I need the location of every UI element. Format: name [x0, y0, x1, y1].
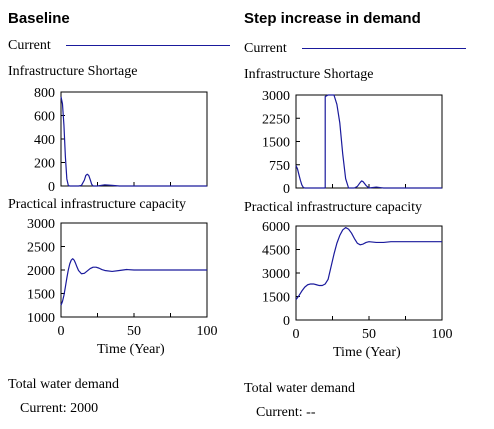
- x-tick-label: 0: [58, 324, 65, 339]
- y-tick-label: 3000: [27, 217, 55, 232]
- chart-1-title: Practical infrastructure capacity: [8, 197, 187, 212]
- step-legend-label: Current: [244, 41, 287, 56]
- y-tick-label: 1500: [262, 291, 290, 306]
- y-tick-label: 0: [283, 182, 290, 197]
- baseline-heading: Baseline: [8, 10, 70, 27]
- step-legend-line: [302, 48, 466, 49]
- series-line: [60, 258, 207, 306]
- y-tick-label: 6000: [262, 220, 290, 235]
- plot-frame: [295, 94, 443, 189]
- y-tick-label: 1500: [262, 136, 290, 151]
- chart-1-xlabel: Time (Year): [97, 342, 165, 357]
- series-line: [295, 226, 442, 300]
- chart-2-title: Infrastructure Shortage: [244, 67, 374, 82]
- chart-3-xlabel: Time (Year): [333, 345, 401, 360]
- plot-frame: [60, 91, 208, 187]
- chart-1-baseline-capacity: 1000 1500 2000 2500 3000 0 50 100: [27, 217, 218, 339]
- plot-frame: [295, 225, 443, 321]
- y-tick-label: 2000: [27, 264, 55, 279]
- series-line: [60, 96, 207, 187]
- baseline-legend-label: Current: [8, 38, 51, 53]
- chart-3-step-capacity: 0 1500 3000 4500 6000 0 50 100: [262, 220, 453, 342]
- y-tick-label: 800: [34, 86, 55, 101]
- y-tick-label: 3000: [262, 89, 290, 104]
- series-line: [295, 94, 442, 189]
- x-tick-label: 100: [432, 327, 453, 342]
- x-tick-label: 0: [293, 327, 300, 342]
- chart-0-baseline-shortage: 0 200 400 600 800: [34, 86, 208, 195]
- y-tick-label: 0: [48, 180, 55, 195]
- y-tick-label: 200: [34, 157, 55, 172]
- y-tick-label: 0: [283, 314, 290, 329]
- x-tick-label: 50: [362, 327, 376, 342]
- y-tick-label: 2500: [27, 241, 55, 256]
- step-footer-value: Current: --: [256, 405, 316, 420]
- chart-3-title: Practical infrastructure capacity: [244, 200, 423, 215]
- baseline-legend-line: [66, 45, 230, 46]
- step-footer-title: Total water demand: [244, 381, 355, 396]
- baseline-footer-title: Total water demand: [8, 377, 119, 392]
- baseline-footer-value: Current: 2000: [20, 401, 99, 416]
- y-tick-label: 1000: [27, 311, 55, 326]
- chart-0-title: Infrastructure Shortage: [8, 64, 138, 79]
- y-tick-label: 1500: [27, 288, 55, 303]
- x-tick-label: 100: [197, 324, 218, 339]
- y-tick-label: 600: [34, 110, 55, 125]
- y-tick-label: 2250: [262, 112, 290, 127]
- y-tick-label: 750: [269, 159, 290, 174]
- step-heading: Step increase in demand: [244, 10, 421, 27]
- y-tick-label: 3000: [262, 267, 290, 282]
- y-tick-label: 4500: [262, 244, 290, 259]
- x-tick-label: 50: [127, 324, 141, 339]
- chart-2-step-shortage: 0 750 1500 2250 3000: [262, 89, 443, 197]
- y-tick-label: 400: [34, 133, 55, 148]
